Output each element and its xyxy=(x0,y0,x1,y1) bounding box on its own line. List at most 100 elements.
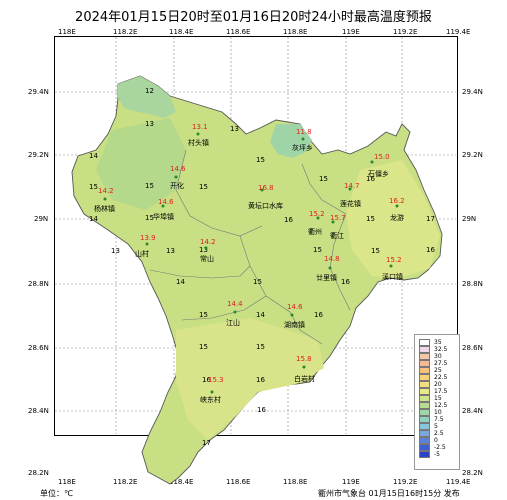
lat-tick-left: 28.4N xyxy=(28,407,49,415)
lat-tick-right: 28.4N xyxy=(462,407,483,415)
contour-label: 16 xyxy=(257,406,266,414)
lat-tick-left: 29.4N xyxy=(28,88,49,96)
legend-label: 25 xyxy=(434,367,442,374)
svg-text:14.6: 14.6 xyxy=(158,198,174,206)
contour-label: 15 xyxy=(313,246,322,254)
legend-swatch xyxy=(419,367,430,374)
svg-text:衢州: 衢州 xyxy=(308,227,322,236)
contour-label: 17 xyxy=(426,215,435,223)
legend-label: 7.5 xyxy=(434,416,444,423)
contour-label: 15 xyxy=(199,183,208,191)
legend-swatch xyxy=(419,346,430,353)
svg-text:石僵乡: 石僵乡 xyxy=(368,169,389,178)
legend-swatch xyxy=(419,437,430,444)
svg-text:江山: 江山 xyxy=(226,318,240,327)
legend-swatch xyxy=(419,416,430,423)
map-frame xyxy=(54,36,458,436)
station-marker: 16.8 黄坛口水库 xyxy=(248,184,283,210)
station-marker: 14.7 莲花镇 xyxy=(340,182,361,208)
svg-text:白岩村: 白岩村 xyxy=(294,374,315,383)
svg-text:15.8: 15.8 xyxy=(296,355,312,363)
legend-label: -2.5 xyxy=(434,444,446,451)
unit-label: 单位：℃ xyxy=(40,489,73,498)
contour-label: 13 xyxy=(199,246,208,254)
svg-text:16.2: 16.2 xyxy=(389,197,405,205)
svg-text:村头镇: 村头镇 xyxy=(188,138,209,147)
svg-text:16.8: 16.8 xyxy=(258,184,274,192)
svg-text:14.2: 14.2 xyxy=(98,187,114,195)
legend-swatch xyxy=(419,423,430,430)
cool-zone-12 xyxy=(118,76,176,118)
svg-text:灰坪乡: 灰坪乡 xyxy=(292,143,313,152)
map-title: 2024年01月15日20时至01月16日20时24小时最高温度预报 xyxy=(75,10,432,25)
cool-zone-lakes xyxy=(270,124,312,158)
legend-swatch xyxy=(419,360,430,367)
contour-label: 15 xyxy=(371,247,380,255)
svg-text:廿里镇: 廿里镇 xyxy=(316,273,337,282)
svg-text:莲花镇: 莲花镇 xyxy=(340,199,361,208)
contour-label: 15 xyxy=(89,183,98,191)
legend-label: 0 xyxy=(434,437,438,444)
station-marker: 15.7 衢江 xyxy=(330,214,346,240)
legend-label: 32.5 xyxy=(434,346,448,353)
legend-swatch xyxy=(419,402,430,409)
lon-tick-bottom: 118.8E xyxy=(283,478,308,486)
svg-text:14.6: 14.6 xyxy=(287,303,303,311)
legend-swatch xyxy=(419,388,430,395)
svg-text:龙游: 龙游 xyxy=(390,213,404,222)
svg-text:13.9: 13.9 xyxy=(140,234,156,242)
svg-text:14.6: 14.6 xyxy=(170,165,186,173)
legend-label: -5 xyxy=(434,451,440,458)
station-marker: 14.6 湖南镇 xyxy=(284,303,305,329)
svg-text:开化: 开化 xyxy=(170,181,184,190)
station-marker: 14.6 华埠镇 xyxy=(153,198,174,221)
lon-tick-bottom: 118.6E xyxy=(226,478,251,486)
lat-tick-right: 29N xyxy=(462,215,477,223)
contour-label: 12 xyxy=(145,87,154,95)
svg-text:常山: 常山 xyxy=(200,254,214,263)
station-marker: 13.1 村头镇 xyxy=(188,123,209,147)
contour-label: 14 xyxy=(256,311,265,319)
contour-label: 15 xyxy=(199,343,208,351)
legend-label: 20 xyxy=(434,381,442,388)
contour-label: 13 xyxy=(111,247,120,255)
contour-label: 15 xyxy=(253,278,262,286)
station-marker: 13.9 山村 xyxy=(135,234,156,258)
station-marker: 11.8 灰坪乡 xyxy=(292,128,313,152)
station-marker: 14.6 开化 xyxy=(170,165,186,190)
station-marker: 14.4 江山 xyxy=(226,300,243,327)
svg-text:15.2: 15.2 xyxy=(309,210,325,218)
legend-swatch xyxy=(419,451,430,458)
contour-label: 15 xyxy=(145,182,154,190)
warm-zone-east xyxy=(346,160,440,278)
lon-tick-top: 118.2E xyxy=(113,28,138,36)
contour-label: 15 xyxy=(199,311,208,319)
contour-label: 13 xyxy=(230,125,239,133)
legend-swatch xyxy=(419,444,430,451)
lat-tick-left: 28.8N xyxy=(28,280,49,288)
legend-label: 5 xyxy=(434,423,438,430)
contour-label: 13 xyxy=(145,120,154,128)
county-boundaries xyxy=(149,149,351,345)
contour-label: 16 xyxy=(256,376,265,384)
lat-tick-right: 28.2N xyxy=(462,469,483,477)
station-marker: 14.2 常山 xyxy=(200,238,216,263)
station-marker: 15.3 峡东村 xyxy=(200,376,224,404)
svg-text:黄坛口水库: 黄坛口水库 xyxy=(248,201,283,210)
legend-swatch xyxy=(419,381,430,388)
contour-label: 13 xyxy=(166,247,175,255)
issuer-label: 衢州市气象台 01月15日16时15分 发布 xyxy=(318,489,460,498)
lon-tick-bottom: 119.4E xyxy=(446,478,471,486)
station-marker: 15.2 溪口镇 xyxy=(382,256,403,281)
lon-tick-bottom: 118E xyxy=(58,478,76,486)
legend-label: 35 xyxy=(434,339,442,346)
contour-label: 17 xyxy=(202,439,211,447)
lon-tick-top: 118.8E xyxy=(283,28,308,36)
legend-swatch xyxy=(419,374,430,381)
contour-label: 16 xyxy=(341,278,350,286)
svg-text:衢江: 衢江 xyxy=(330,231,344,240)
station-marker: 14.2 杨林镇 xyxy=(94,187,115,213)
stations: 13.1 村头镇 11.8 灰坪乡 15.0 石僵乡 14.6 开化 14.2 杨林镇 1… xyxy=(94,123,405,404)
contour-label: 14 xyxy=(89,152,98,160)
